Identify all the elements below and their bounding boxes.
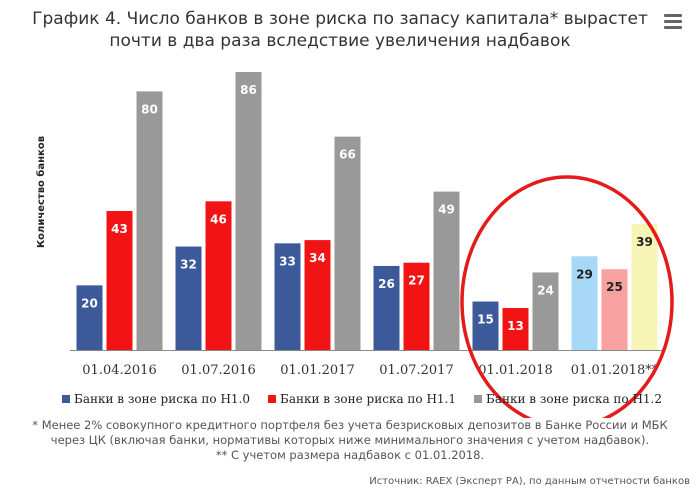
chart-title: График 4. Число банков в зоне риска по з… xyxy=(32,9,648,51)
data-label-1-1: 46 xyxy=(210,212,227,226)
data-label-4-2: 24 xyxy=(537,283,554,297)
data-label-5-0: 29 xyxy=(576,267,593,281)
data-label-3-1: 27 xyxy=(408,274,425,288)
source-note: Источник: RAEX (Эксперт РА), по данным о… xyxy=(369,476,690,487)
data-label-3-0: 26 xyxy=(378,277,395,291)
data-label-2-1: 34 xyxy=(309,251,326,265)
bar-0-1 xyxy=(106,211,133,350)
highlight-circle xyxy=(460,175,674,418)
data-label-2-0: 33 xyxy=(279,254,296,268)
bar-1-0 xyxy=(175,246,202,350)
bar-2-0 xyxy=(274,243,301,350)
footnote-1: * Менее 2% совокупного кредитного портфе… xyxy=(32,418,668,447)
bar-2-2 xyxy=(334,136,361,350)
footnote: * Менее 2% совокупного кредитного портфе… xyxy=(20,418,680,463)
data-label-1-0: 32 xyxy=(180,258,197,272)
data-label-5-2: 39 xyxy=(636,235,653,249)
bar-3-1 xyxy=(403,262,430,350)
data-label-1-2: 86 xyxy=(240,83,257,97)
bar-chart: Количество банков 20 43 80 01.04.2016 32 46 86 0… xyxy=(35,72,674,418)
data-label-4-1: 13 xyxy=(507,319,524,333)
bar-5-0 xyxy=(571,256,598,350)
legend-label-1: Банки в зоне риска по Н1.1 xyxy=(280,392,456,406)
legend-swatch-1 xyxy=(268,395,276,403)
x-tick-label-1: 01.07.2016 xyxy=(181,363,255,378)
legend-swatch-0 xyxy=(62,395,70,403)
data-label-4-0: 15 xyxy=(477,313,494,327)
x-tick-label-2: 01.01.2017 xyxy=(280,363,354,378)
x-tick-label-5: 01.01.2018** xyxy=(571,363,659,378)
bar-1-2 xyxy=(235,72,262,350)
x-tick-label-4: 01.01.2018 xyxy=(478,363,552,378)
y-axis-label: Количество банков xyxy=(35,136,47,248)
data-label-2-2: 66 xyxy=(339,148,356,162)
footnote-2: ** С учетом размера надбавок с 01.01.201… xyxy=(215,448,485,462)
bar-0-0 xyxy=(76,285,103,350)
bar-2-1 xyxy=(304,240,331,350)
data-label-3-2: 49 xyxy=(438,203,455,217)
bar-4-0 xyxy=(472,301,499,350)
data-label-0-0: 20 xyxy=(81,296,98,310)
bar-1-1 xyxy=(205,201,232,350)
legend-label-2: Банки в зоне риска по Н1.2 xyxy=(486,392,662,406)
bar-5-2 xyxy=(631,223,658,350)
bar-0-2 xyxy=(136,91,163,350)
bar-4-2 xyxy=(532,272,559,350)
bar-3-0 xyxy=(373,265,400,350)
data-label-0-1: 43 xyxy=(111,222,128,236)
x-tick-label-3: 01.07.2017 xyxy=(379,363,453,378)
data-label-0-2: 80 xyxy=(141,102,158,116)
bar-5-1 xyxy=(601,269,628,350)
hamburger-menu-icon[interactable] xyxy=(664,14,682,30)
data-label-5-1: 25 xyxy=(606,280,623,294)
legend-label-0: Банки в зоне риска по Н1.0 xyxy=(74,392,250,406)
bar-3-2 xyxy=(433,191,460,350)
bar-4-1 xyxy=(502,307,529,350)
legend-swatch-2 xyxy=(474,395,482,403)
x-tick-label-0: 01.04.2016 xyxy=(82,363,156,378)
